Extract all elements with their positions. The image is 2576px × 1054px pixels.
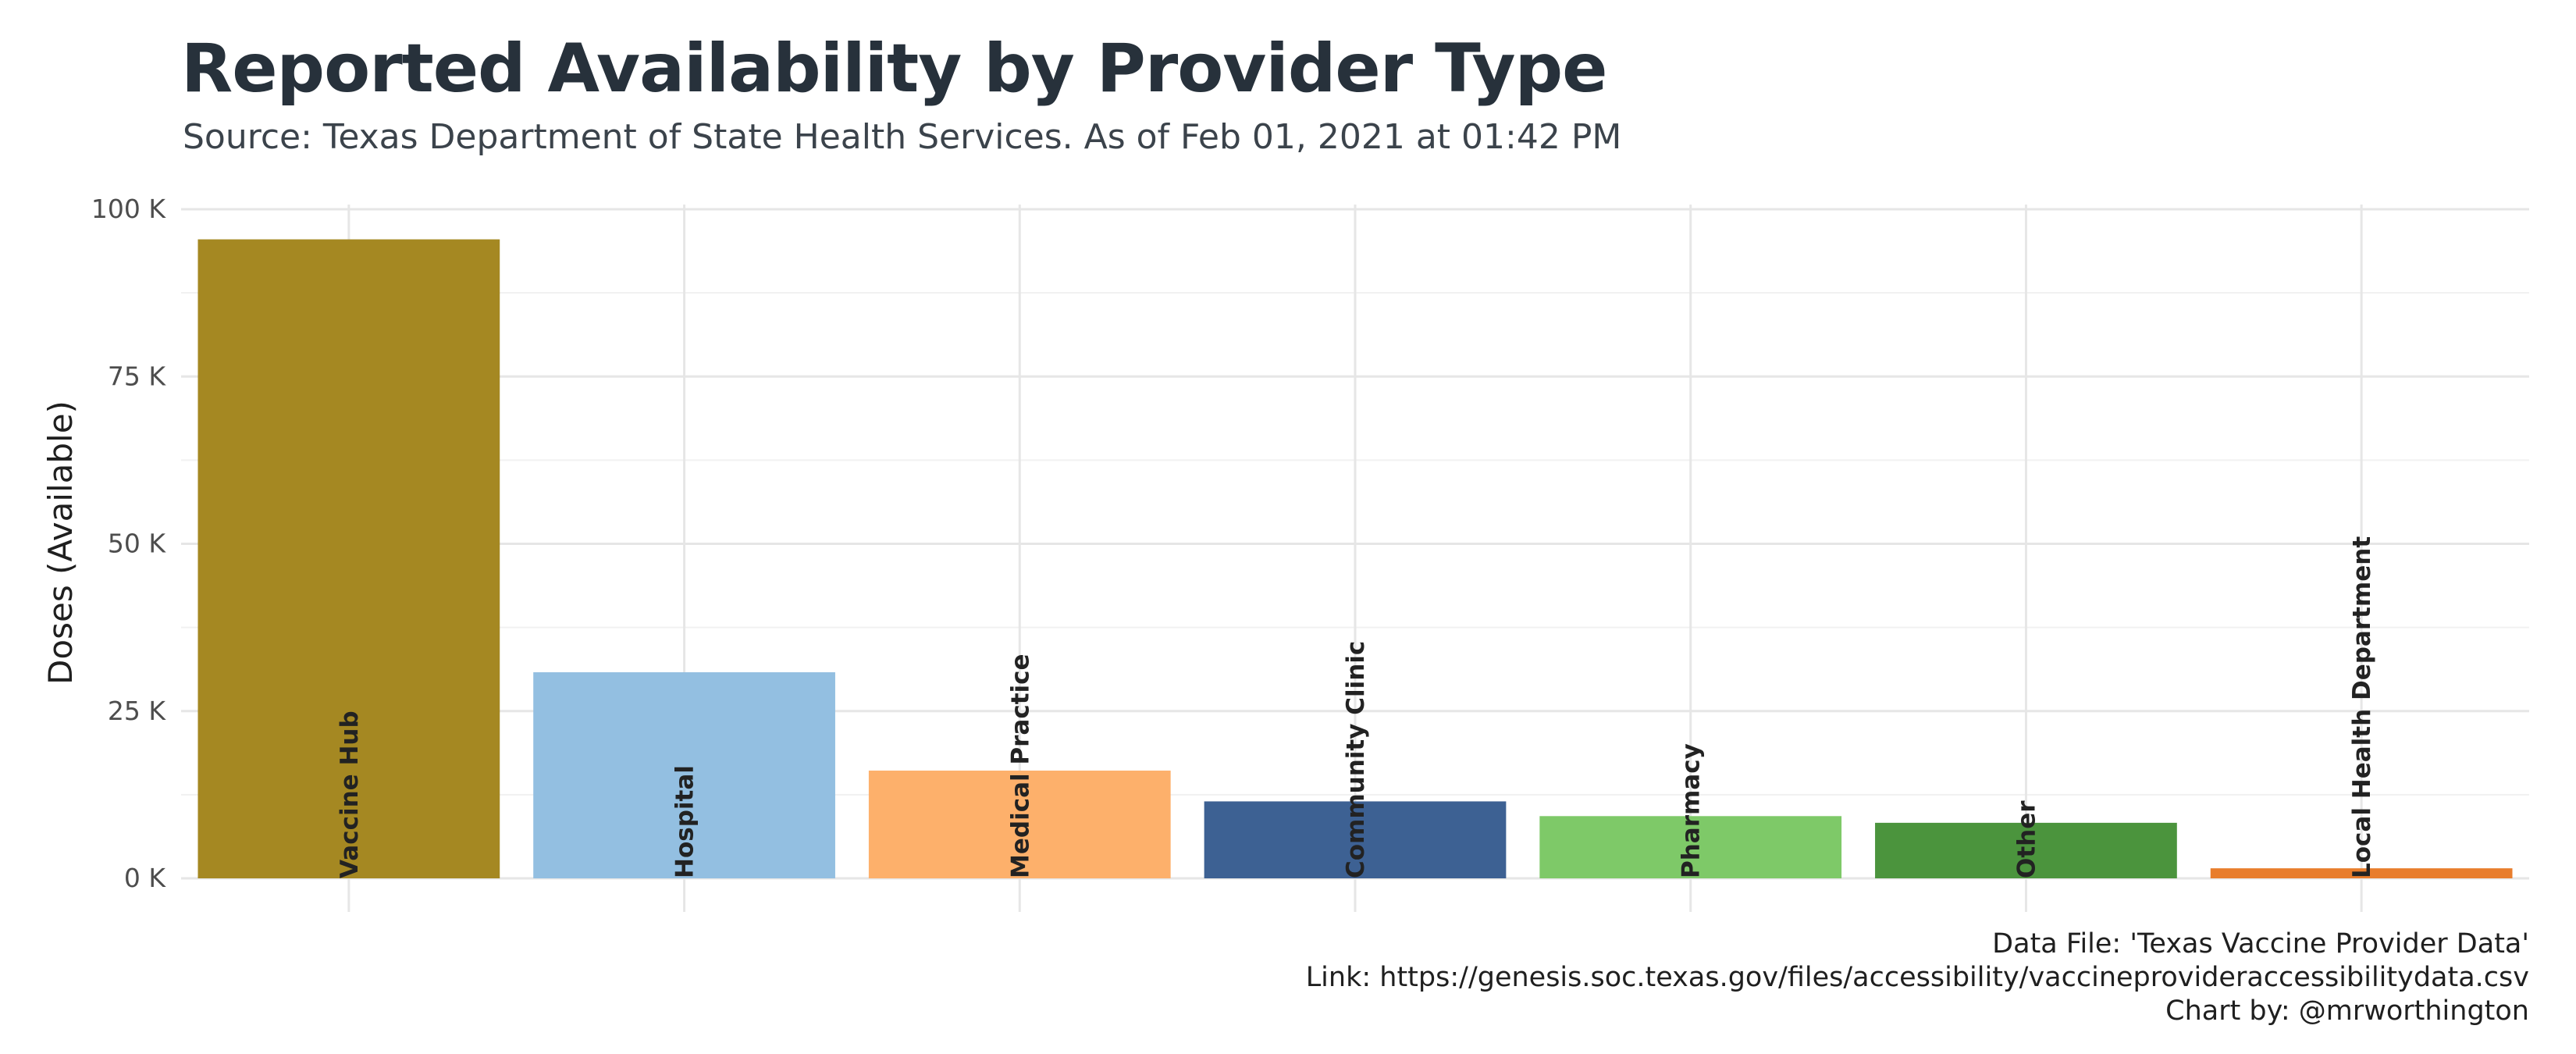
bar-other [1875, 822, 2177, 878]
chart-caption: Data File: 'Texas Vaccine Provider Data'… [1306, 928, 2529, 1028]
bar-pharmacy [1539, 816, 1842, 878]
bar-local-health-department [2210, 868, 2513, 878]
bar-label-hospital: Hospital [671, 765, 699, 878]
caption-link: Link: https://genesis.soc.texas.gov/file… [1305, 962, 2529, 993]
caption-data-file: Data File: 'Texas Vaccine Provider Data' [1992, 928, 2529, 960]
y-tick-label-2: 50 K [108, 529, 166, 559]
bar-labels: Vaccine Hub Hospital Medical Practice Commu… [336, 536, 2376, 878]
bar-community-clinic [1204, 801, 1507, 878]
bars [197, 239, 2513, 878]
caption-credit: Chart by: @mrworthington [2165, 995, 2529, 1027]
bar-label-community-clinic: Community Clinic [1342, 641, 1370, 878]
y-tick-labels: 0 K 25 K 50 K 75 K 100 K [91, 194, 166, 893]
y-axis-title: Doses (Available) [41, 401, 80, 685]
bar-label-pharmacy: Pharmacy [1678, 743, 1706, 878]
bar-hospital [533, 672, 835, 878]
bar-label-other: Other [2012, 800, 2041, 878]
y-tick-label-4: 100 K [91, 194, 166, 224]
bar-label-medical-practice: Medical Practice [1006, 653, 1034, 878]
y-tick-label-1: 25 K [108, 696, 166, 726]
y-tick-label-0: 0 K [124, 863, 166, 893]
bar-label-vaccine-hub: Vaccine Hub [336, 710, 364, 878]
bar-label-local-health-department: Local Health Department [2348, 536, 2376, 878]
bar-medical-practice [868, 771, 1171, 878]
chart-subtitle: Source: Texas Department of State Health… [183, 117, 1622, 157]
bar-vaccine-hub [197, 239, 500, 878]
y-tick-label-3: 75 K [108, 361, 166, 391]
chart-title: Reported Availability by Provider Type [181, 30, 1607, 108]
